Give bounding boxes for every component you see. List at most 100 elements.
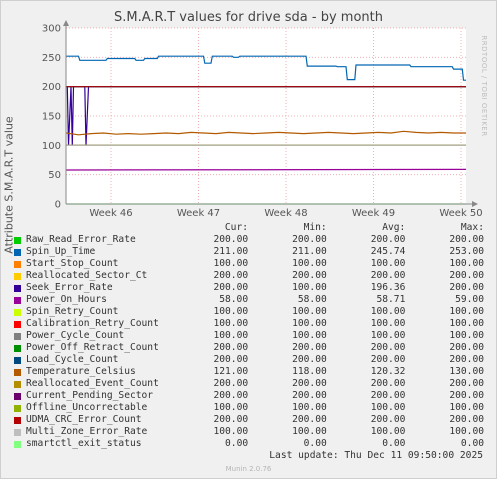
- legend-value-cur: 200.00: [213, 378, 249, 389]
- legend-header-cur: Cur:: [224, 222, 249, 233]
- legend-value-min: 100.00: [292, 258, 327, 269]
- legend-value-cur: 100.00: [213, 426, 249, 437]
- legend-value-avg: 58.71: [376, 294, 406, 305]
- legend-swatch: [14, 356, 21, 364]
- legend-value-min: 200.00: [292, 378, 327, 389]
- legend-value-max: 200.00: [449, 342, 484, 353]
- legend-value-cur: 100.00: [213, 330, 249, 341]
- legend-value-max: 200.00: [449, 378, 484, 389]
- legend-swatch: [14, 320, 21, 328]
- legend-series-name: Power_On_Hours: [26, 294, 107, 305]
- legend-value-min: 100.00: [292, 402, 327, 413]
- legend-value-cur: 200.00: [213, 414, 249, 425]
- legend-value-max: 100.00: [449, 258, 484, 269]
- y-tick-label: 0: [55, 200, 61, 211]
- legend-value-cur: 0.00: [225, 438, 249, 449]
- series-line: [66, 86, 466, 146]
- legend-value-min: 100.00: [292, 306, 327, 317]
- legend-value-avg: 100.00: [370, 258, 406, 269]
- legend-swatch: [14, 308, 21, 316]
- legend-series-name: Calibration_Retry_Count: [26, 318, 159, 329]
- legend-value-max: 59.00: [455, 294, 484, 305]
- legend-value-avg: 245.74: [370, 246, 406, 257]
- legend-series-name: Power_Cycle_Count: [26, 330, 125, 341]
- legend-row: Power_Cycle_Count 100.00 100.00 100.00 100.0…: [14, 330, 484, 342]
- series-line: [65, 168, 467, 171]
- legend-series-name: Seek_Error_Rate: [26, 282, 113, 293]
- legend-value-max: 200.00: [449, 354, 484, 365]
- legend-series-name: UDMA_CRC_Error_Count: [26, 414, 142, 425]
- legend-value-max: 100.00: [449, 402, 484, 413]
- legend-value-cur: 200.00: [213, 342, 249, 353]
- legend-row: Spin_Retry_Count 100.00 100.00 100.00 100.00: [14, 306, 484, 318]
- legend-swatch: [14, 368, 21, 376]
- x-tick-label: Week 47: [177, 208, 220, 219]
- legend-value-min: 200.00: [292, 342, 327, 353]
- x-axis-arrow: [472, 201, 478, 207]
- y-axis-arrow: [63, 20, 69, 26]
- legend-series-name: Raw_Read_Error_Rate: [26, 234, 136, 245]
- legend-value-max: 100.00: [449, 330, 484, 341]
- legend-header-avg: Avg:: [382, 222, 406, 233]
- legend-header-max: Max:: [460, 222, 484, 233]
- legend-value-avg: 196.36: [370, 282, 406, 293]
- y-tick-label: 100: [42, 141, 61, 152]
- y-tick-label: 250: [42, 53, 61, 64]
- legend-swatch: [14, 440, 21, 448]
- legend-value-cur: 200.00: [213, 282, 249, 293]
- legend-value-avg: 200.00: [370, 354, 406, 365]
- legend-value-cur: 100.00: [213, 306, 249, 317]
- legend-row: Load_Cycle_Count 200.00 200.00 200.00 200.00: [14, 354, 484, 366]
- legend-value-min: 100.00: [292, 330, 327, 341]
- munin-version: Munin 2.0.76: [225, 465, 272, 473]
- series-line: [65, 130, 466, 136]
- legend-value-avg: 200.00: [370, 234, 406, 245]
- legend-value-cur: 211.00: [213, 246, 249, 257]
- legend-row: Spin_Up_Time 211.00 211.00 245.74 253.00: [14, 246, 484, 258]
- legend-value-avg: 200.00: [370, 390, 406, 401]
- legend-series-name: Reallocated_Sector_Ct: [26, 270, 148, 281]
- legend-swatch: [14, 284, 21, 292]
- legend-series-name: Start_Stop_Count: [26, 258, 119, 269]
- legend-value-cur: 100.00: [213, 402, 249, 413]
- legend-value-cur: 200.00: [213, 234, 249, 245]
- legend-swatch: [14, 344, 21, 352]
- legend-swatch: [14, 248, 21, 256]
- legend-swatch: [14, 296, 21, 304]
- legend-table: Cur: Min: Avg: Max: Raw_Read_Error_Rate 2…: [14, 222, 484, 450]
- legend-value-avg: 100.00: [370, 306, 406, 317]
- chart-title: S.M.A.R.T values for drive sda - by mont…: [114, 10, 383, 25]
- legend-swatch: [14, 428, 21, 436]
- legend-row: Current_Pending_Sector 200.00 200.00 200.00…: [14, 390, 484, 402]
- legend-value-avg: 200.00: [370, 342, 406, 353]
- y-tick-label: 50: [48, 170, 61, 181]
- legend-row: Power_Off_Retract_Count 200.00 200.00 200.0…: [14, 342, 484, 354]
- legend-value-max: 100.00: [449, 318, 484, 329]
- legend-series-name: Spin_Up_Time: [26, 246, 96, 257]
- x-tick-label: Week 50: [439, 208, 482, 219]
- legend-swatch: [14, 272, 21, 280]
- legend-value-min: 58.00: [297, 294, 327, 305]
- y-tick-label: 200: [42, 82, 61, 93]
- legend-swatch: [14, 392, 21, 400]
- legend-value-min: 200.00: [292, 414, 327, 425]
- legend-value-min: 200.00: [292, 390, 327, 401]
- legend-value-cur: 200.00: [213, 354, 249, 365]
- legend-value-min: 211.00: [292, 246, 327, 257]
- legend-swatch: [14, 380, 21, 388]
- legend-value-min: 0.00: [303, 438, 327, 449]
- legend-value-min: 100.00: [292, 282, 327, 293]
- legend-value-avg: 100.00: [370, 330, 406, 341]
- legend-row: smartctl_exit_status 0.00 0.00 0.00 0.00: [14, 438, 484, 450]
- legend-value-max: 253.00: [449, 246, 484, 257]
- legend-row: Calibration_Retry_Count 100.00 100.00 100.0…: [14, 318, 484, 330]
- legend-header: Cur: Min: Avg: Max:: [14, 222, 484, 234]
- legend-series-name: Current_Pending_Sector: [26, 390, 154, 401]
- legend-value-avg: 100.00: [370, 318, 406, 329]
- legend-series-name: Temperature_Celsius: [26, 366, 136, 377]
- legend-value-min: 200.00: [292, 270, 327, 281]
- legend-value-max: 130.00: [449, 366, 484, 377]
- legend-value-cur: 58.00: [219, 294, 249, 305]
- legend-value-avg: 100.00: [370, 402, 406, 413]
- legend-value-avg: 200.00: [370, 270, 406, 281]
